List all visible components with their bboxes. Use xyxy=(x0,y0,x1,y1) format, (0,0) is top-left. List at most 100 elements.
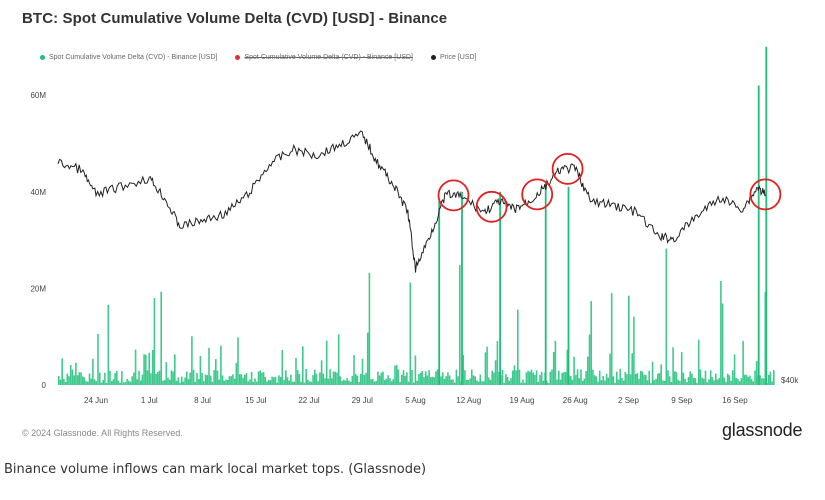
cvd-bar xyxy=(180,376,183,385)
cvd-bar xyxy=(281,349,284,385)
cvd-bar xyxy=(310,381,313,385)
cvd-bar xyxy=(368,272,371,385)
cvd-bar xyxy=(704,370,707,385)
cvd-bar xyxy=(556,379,558,385)
cvd-bar xyxy=(523,382,526,385)
cvd-bar xyxy=(83,377,86,385)
cvd-bar xyxy=(290,374,292,385)
legend-item-cvd[interactable]: Spot Cumulative Volume Delta (CVD) - Bin… xyxy=(40,54,217,61)
cvd-bar xyxy=(320,360,323,385)
cvd-bar xyxy=(525,372,528,385)
cvd-bar xyxy=(401,374,403,385)
cvd-bar xyxy=(307,379,309,385)
cvd-bar xyxy=(363,374,366,385)
cvd-bar xyxy=(312,375,314,385)
cvd-bar xyxy=(537,381,540,385)
cvd-bar xyxy=(715,373,717,385)
cvd-bar xyxy=(167,377,169,385)
cvd-spike-bar xyxy=(438,201,441,385)
cvd-bar xyxy=(228,376,231,385)
cvd-bar xyxy=(428,370,430,385)
cvd-bar xyxy=(636,373,639,385)
cvd-bar xyxy=(295,358,297,385)
cvd-bar xyxy=(653,380,656,385)
cvd-bar xyxy=(573,356,575,385)
cvd-bar xyxy=(158,370,161,385)
cvd-bar xyxy=(718,378,720,385)
cvd-bar xyxy=(134,349,137,385)
cvd-bar xyxy=(486,346,488,385)
copyright-text: © 2024 Glassnode. All Rights Reserved. xyxy=(22,428,183,438)
cvd-bar xyxy=(629,374,632,385)
cvd-bar xyxy=(496,341,499,385)
cvd-bar xyxy=(177,377,180,385)
cvd-bar xyxy=(585,371,587,385)
cvd-bar xyxy=(146,370,149,385)
cvd-bar xyxy=(395,365,398,385)
cvd-bar xyxy=(595,376,598,385)
cvd-bar xyxy=(126,378,128,385)
cvd-bar xyxy=(619,368,621,385)
cvd-bar xyxy=(455,369,458,385)
y-tick-label: 0 xyxy=(42,381,47,390)
cvd-bar xyxy=(250,372,253,385)
cvd-bar xyxy=(754,370,756,385)
cvd-bar xyxy=(61,358,63,385)
legend-item-price[interactable]: Price [USD] xyxy=(430,54,477,61)
cvd-bar xyxy=(153,298,156,385)
cvd-bar xyxy=(684,378,686,385)
cvd-bar xyxy=(518,369,521,385)
cvd-bar xyxy=(646,380,649,385)
cvd-bar xyxy=(534,374,536,385)
cvd-bar xyxy=(189,372,191,385)
cvd-bar xyxy=(631,353,633,385)
cvd-bar xyxy=(315,373,318,385)
cvd-bar xyxy=(564,371,567,385)
x-tick-label: 9 Sep xyxy=(671,396,692,405)
cvd-bar xyxy=(249,379,251,385)
cvd-bar xyxy=(168,379,171,385)
cvd-bar xyxy=(179,382,181,385)
cvd-bar xyxy=(131,376,133,385)
cvd-bar xyxy=(513,365,516,385)
cvd-bar xyxy=(643,374,645,385)
cvd-bar xyxy=(407,381,410,385)
cvd-bar xyxy=(711,377,714,385)
cvd-bar xyxy=(696,382,698,385)
cvd-bar xyxy=(709,370,712,385)
x-tick-label: 16 Sep xyxy=(722,396,748,405)
cvd-bar xyxy=(547,382,550,385)
cvd-bar xyxy=(506,376,509,385)
cvd-bar xyxy=(520,382,522,385)
cvd-bar xyxy=(532,372,534,385)
cvd-bar xyxy=(641,371,644,385)
cvd-bar xyxy=(150,373,152,385)
cvd-bar xyxy=(319,372,321,385)
cvd-bar xyxy=(668,376,671,385)
cvd-bar xyxy=(165,362,168,385)
cvd-bar xyxy=(600,380,603,385)
cvd-bar xyxy=(706,382,708,385)
cvd-bar xyxy=(467,379,470,385)
price-line xyxy=(57,130,766,273)
cvd-bar xyxy=(237,337,239,385)
cvd-bar xyxy=(657,373,659,385)
legend-item-cvd-disabled[interactable]: Spot Cumulative Volume Delta (CVD) - Bin… xyxy=(235,54,413,61)
cvd-bar xyxy=(759,375,761,385)
cvd-bar xyxy=(389,378,391,385)
cvd-bar xyxy=(749,375,751,385)
cvd-bar xyxy=(117,380,120,385)
cvd-bar xyxy=(235,362,238,385)
cvd-bar xyxy=(327,378,330,385)
cvd-bar xyxy=(628,295,630,385)
cvd-bar xyxy=(203,381,205,385)
cvd-bar xyxy=(174,354,176,385)
cvd-bar xyxy=(302,346,304,385)
cvd-bar xyxy=(667,370,669,385)
cvd-bar xyxy=(616,371,618,385)
cvd-bar xyxy=(645,374,647,385)
cvd-bar xyxy=(443,378,446,385)
cvd-bar xyxy=(337,334,340,385)
cvd-bar xyxy=(148,352,150,385)
cvd-bar xyxy=(662,380,664,385)
